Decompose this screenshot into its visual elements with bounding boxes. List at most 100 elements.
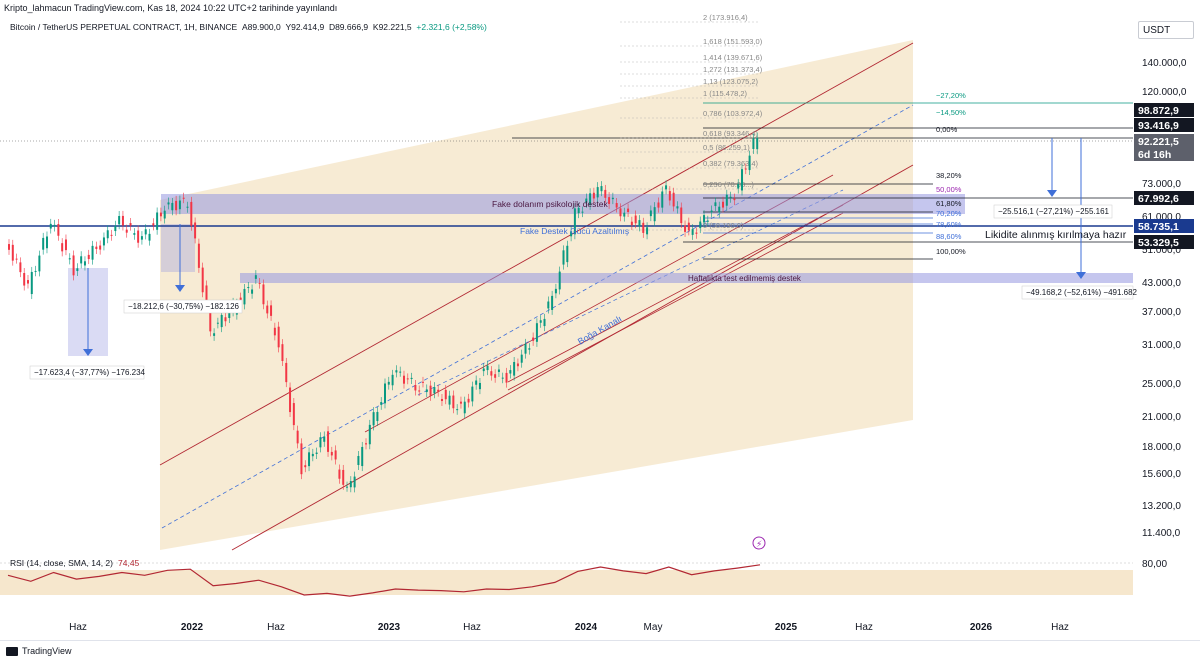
candle <box>80 256 83 264</box>
candle <box>452 395 455 409</box>
fib-ext-label: 1,618 (151.593,0) <box>703 37 763 46</box>
price-tag-bg <box>1134 147 1194 161</box>
price-tick: 15.600,0 <box>1142 469 1181 480</box>
price-tick: 51.000,0 <box>1142 245 1181 256</box>
candle <box>706 220 709 222</box>
currency-selector[interactable]: USDT <box>1138 21 1194 39</box>
candle <box>539 320 542 323</box>
time-tick: 2023 <box>378 622 401 633</box>
candle <box>646 227 649 235</box>
candle <box>448 395 451 405</box>
candle <box>194 222 197 239</box>
candle <box>528 348 531 350</box>
brand-text: TradingView <box>22 646 72 656</box>
candle <box>729 196 732 198</box>
candle <box>228 313 231 319</box>
price-tick: 37.000,0 <box>1142 307 1181 318</box>
inner-line-2 <box>507 204 844 383</box>
candle <box>49 223 52 229</box>
candle <box>562 250 565 265</box>
annotation-weekly-support: Haftalıkta test edilmemiş destek <box>688 274 802 283</box>
candle <box>178 200 181 210</box>
price-tags: 98.872,9 93.416,9 92.221,56d 16h 67.992,6 58… <box>1134 103 1194 249</box>
rsi-band <box>0 570 1133 595</box>
candle <box>57 223 60 236</box>
candle <box>346 486 349 488</box>
candle <box>691 229 694 235</box>
candle <box>551 295 554 310</box>
candle <box>661 191 664 208</box>
price-axis[interactable]: 140.000,0 120.000,0 73.000,0 61.000,0 51.000… <box>1142 58 1187 539</box>
candle <box>209 312 212 332</box>
price-tag: 6d 16h <box>1138 149 1171 161</box>
fib-ret-702: 70,20% <box>936 209 962 218</box>
candle <box>668 191 671 201</box>
alert-icon-glyph[interactable]: ⚡ <box>756 539 762 549</box>
candle <box>186 206 189 208</box>
candle <box>262 284 265 305</box>
price-chart[interactable]: 2 (173.916,4) 1,618 (151.593,0) 1,414 (139… <box>0 0 1200 640</box>
candle <box>737 184 740 189</box>
percent-label-1: −27,20% <box>936 91 966 100</box>
percent-label-2: −14,50% <box>936 108 966 117</box>
candle <box>281 344 284 362</box>
alert-icon[interactable] <box>752 536 766 550</box>
candle <box>133 233 136 235</box>
price-tag-bg <box>1134 118 1194 132</box>
low-value: D89.666,9 <box>328 22 369 32</box>
time-tick: Haz <box>1051 622 1069 633</box>
candle <box>486 365 489 371</box>
candle <box>741 169 744 191</box>
candle <box>171 202 174 211</box>
candle <box>699 221 702 229</box>
candle <box>137 230 140 243</box>
measure-label-2-bg <box>123 299 243 314</box>
symbol-legend[interactable]: Bitcoin / TetherUS PERPETUAL CONTRACT, 1… <box>10 22 487 32</box>
price-tick: 120.000,0 <box>1142 87 1187 98</box>
candle <box>300 443 303 475</box>
measure-label-1: −17.623,4 (−37,77%) −176.234 <box>34 368 146 377</box>
candle <box>509 370 512 374</box>
candle <box>376 411 379 422</box>
candle <box>437 389 440 392</box>
candle <box>418 390 421 392</box>
candle <box>175 200 178 211</box>
candle <box>695 232 698 234</box>
candle <box>315 452 318 454</box>
time-axis[interactable]: Haz 2022 Haz 2023 Haz 2024 May 2025 Haz 2026 Haz <box>69 622 1069 633</box>
candle <box>292 403 295 426</box>
brand[interactable]: TradingView <box>6 646 72 657</box>
candle <box>30 271 33 295</box>
candle <box>581 211 584 213</box>
symbol-name[interactable]: Bitcoin / TetherUS PERPETUAL CONTRACT, 1… <box>10 22 238 32</box>
candle <box>342 469 345 485</box>
candle <box>725 194 728 206</box>
candle <box>190 201 193 226</box>
price-tag-bg <box>1134 134 1194 148</box>
candle <box>387 381 390 385</box>
candle <box>463 401 466 414</box>
time-tick: 2025 <box>775 622 798 633</box>
candle <box>577 207 580 214</box>
candle <box>459 401 462 404</box>
candle <box>672 192 675 207</box>
fib-ret-500: 50,00% <box>936 185 962 194</box>
candle <box>516 363 519 367</box>
candle <box>349 481 352 488</box>
price-tag: 93.416,9 <box>1138 120 1179 132</box>
candle <box>456 409 459 411</box>
candle <box>308 452 311 467</box>
measure-arrowhead-4 <box>1076 272 1086 279</box>
price-tag-bg <box>1134 103 1194 117</box>
fib-ext-label: 1 (115.478,2) <box>703 89 748 98</box>
rsi-line <box>7 564 761 597</box>
candle <box>19 262 22 273</box>
rsi-value: 74,45 <box>118 558 140 568</box>
candle <box>402 375 405 384</box>
candle <box>589 193 592 205</box>
candle <box>38 255 41 272</box>
fib-ext-label: 0,382 (79.363,4) <box>703 159 759 168</box>
candle <box>554 288 557 294</box>
measure-arrowhead-2 <box>175 285 185 292</box>
time-tick: 2024 <box>575 622 598 633</box>
